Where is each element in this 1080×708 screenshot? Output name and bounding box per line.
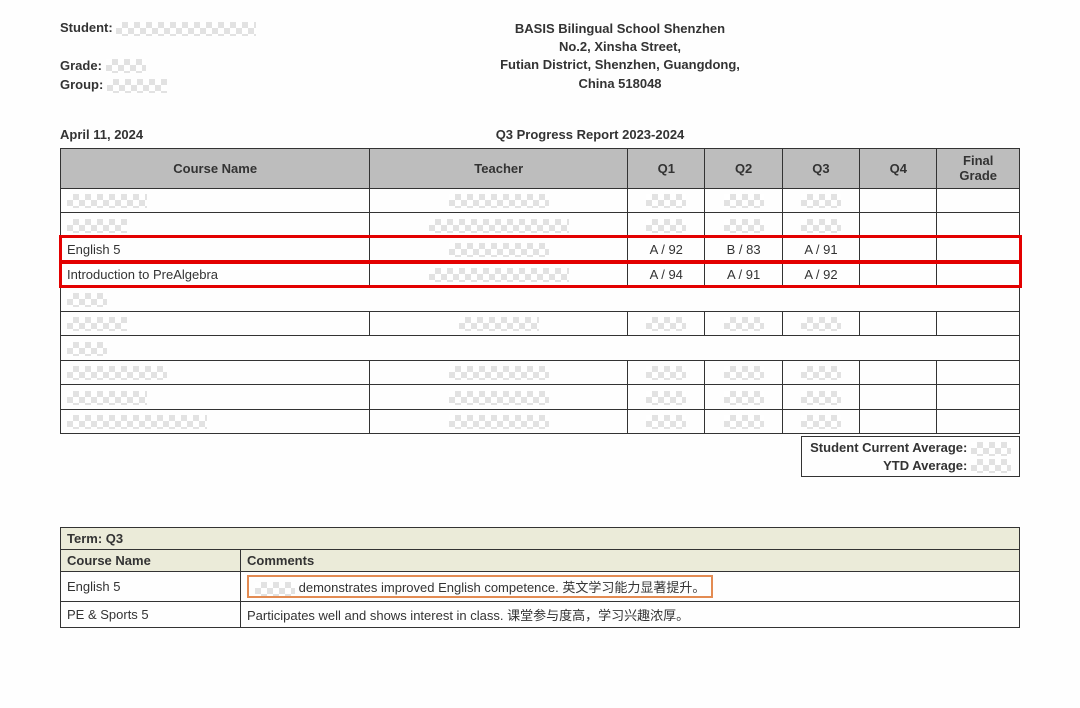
grade-redacted (106, 59, 146, 73)
date-title-row: April 11, 2024 Q3 Progress Report 2023-2… (60, 127, 1020, 142)
current-avg-redacted (971, 442, 1011, 456)
redacted-cell (724, 219, 764, 233)
redacted-cell (67, 194, 147, 208)
comment-row: English 5 demonstrates improved English … (61, 572, 1020, 602)
comments-comments-header: Comments (241, 550, 1020, 572)
redacted-cell (67, 415, 207, 429)
redacted-cell (724, 415, 764, 429)
redacted-cell (429, 268, 569, 282)
term-label: Term: Q3 (61, 528, 1020, 550)
table-row-prealgebra: Introduction to PreAlgebra A / 94 A / 91… (61, 262, 1020, 287)
table-row (61, 188, 1020, 213)
address-line3: China 518048 (340, 75, 900, 93)
redacted-cell (429, 219, 569, 233)
redacted-cell (801, 391, 841, 405)
redacted-cell (801, 366, 841, 380)
q2-grade: B / 83 (705, 237, 782, 262)
redacted-cell (646, 194, 686, 208)
report-header: Student: Grade: Group: BASIS Bilingual S… (60, 20, 1020, 97)
ytd-avg-redacted (971, 459, 1011, 473)
comments-table: Term: Q3 Course Name Comments English 5 … (60, 527, 1020, 628)
comments-course-header: Course Name (61, 550, 241, 572)
course-name: Introduction to PreAlgebra (61, 262, 370, 287)
grades-header-row: Course Name Teacher Q1 Q2 Q3 Q4 Final Gr… (61, 148, 1020, 188)
redacted-cell (67, 293, 107, 307)
grades-table: Course Name Teacher Q1 Q2 Q3 Q4 Final Gr… (60, 148, 1020, 435)
col-final: Final Grade (937, 148, 1020, 188)
group-redacted (107, 79, 167, 93)
redacted-cell (449, 366, 549, 380)
table-row (61, 360, 1020, 385)
col-course: Course Name (61, 148, 370, 188)
comment-text: Participates well and shows interest in … (241, 602, 1020, 628)
redacted-cell (449, 243, 549, 257)
redacted-cell (646, 366, 686, 380)
redacted-cell (646, 317, 686, 331)
q1-grade: A / 94 (628, 262, 705, 287)
grade-label: Grade: (60, 58, 102, 73)
student-name-redacted (116, 22, 256, 36)
ytd-avg-label: YTD Average: (883, 458, 967, 473)
redacted-cell (646, 391, 686, 405)
comments-header-row: Course Name Comments (61, 550, 1020, 572)
group-label: Group: (60, 77, 103, 92)
redacted-cell (801, 194, 841, 208)
col-q1: Q1 (628, 148, 705, 188)
report-title: Q3 Progress Report 2023-2024 (360, 127, 1020, 142)
course-name: English 5 (61, 237, 370, 262)
redacted-cell (449, 415, 549, 429)
comment-text-cell: demonstrates improved English competence… (241, 572, 1020, 602)
report-date: April 11, 2024 (60, 127, 360, 142)
school-address: BASIS Bilingual School Shenzhen No.2, Xi… (340, 20, 900, 93)
redacted-cell (67, 366, 167, 380)
table-row (61, 409, 1020, 434)
comment-course: English 5 (61, 572, 241, 602)
redacted-cell (724, 366, 764, 380)
redacted-cell (724, 194, 764, 208)
current-avg-label: Student Current Average: (810, 440, 967, 455)
redacted-cell (67, 342, 107, 356)
redacted-cell (67, 219, 127, 233)
table-row-english: English 5 A / 92 B / 83 A / 91 (61, 237, 1020, 262)
term-row: Term: Q3 (61, 528, 1020, 550)
redacted-cell (801, 415, 841, 429)
q3-grade: A / 92 (782, 262, 859, 287)
address-line2: Futian District, Shenzhen, Guangdong, (340, 56, 900, 74)
redacted-cell (801, 317, 841, 331)
redacted-cell (459, 317, 539, 331)
comment-text: demonstrates improved English competence… (299, 580, 706, 595)
redacted-cell (67, 391, 147, 405)
col-teacher: Teacher (370, 148, 628, 188)
address-line1: No.2, Xinsha Street, (340, 38, 900, 56)
q1-grade: A / 92 (628, 237, 705, 262)
redacted-cell (449, 391, 549, 405)
comment-row: PE & Sports 5 Participates well and show… (61, 602, 1020, 628)
table-row (61, 336, 1020, 361)
comment-course: PE & Sports 5 (61, 602, 241, 628)
redacted-cell (67, 317, 127, 331)
name-redacted (255, 582, 295, 596)
redacted-cell (724, 317, 764, 331)
q3-grade: A / 91 (782, 237, 859, 262)
table-row (61, 286, 1020, 311)
highlighted-comment: demonstrates improved English competence… (247, 575, 713, 598)
redacted-cell (724, 391, 764, 405)
table-row (61, 385, 1020, 410)
student-label: Student: (60, 20, 113, 35)
school-name: BASIS Bilingual School Shenzhen (340, 20, 900, 38)
redacted-cell (646, 219, 686, 233)
redacted-cell (646, 415, 686, 429)
student-info-block: Student: Grade: Group: (60, 20, 340, 97)
col-q3: Q3 (782, 148, 859, 188)
table-row (61, 213, 1020, 238)
q2-grade: A / 91 (705, 262, 782, 287)
table-row (61, 311, 1020, 336)
summary-box: Student Current Average: YTD Average: (801, 436, 1020, 477)
col-q4: Q4 (860, 148, 937, 188)
col-q2: Q2 (705, 148, 782, 188)
redacted-cell (449, 194, 549, 208)
redacted-cell (801, 219, 841, 233)
